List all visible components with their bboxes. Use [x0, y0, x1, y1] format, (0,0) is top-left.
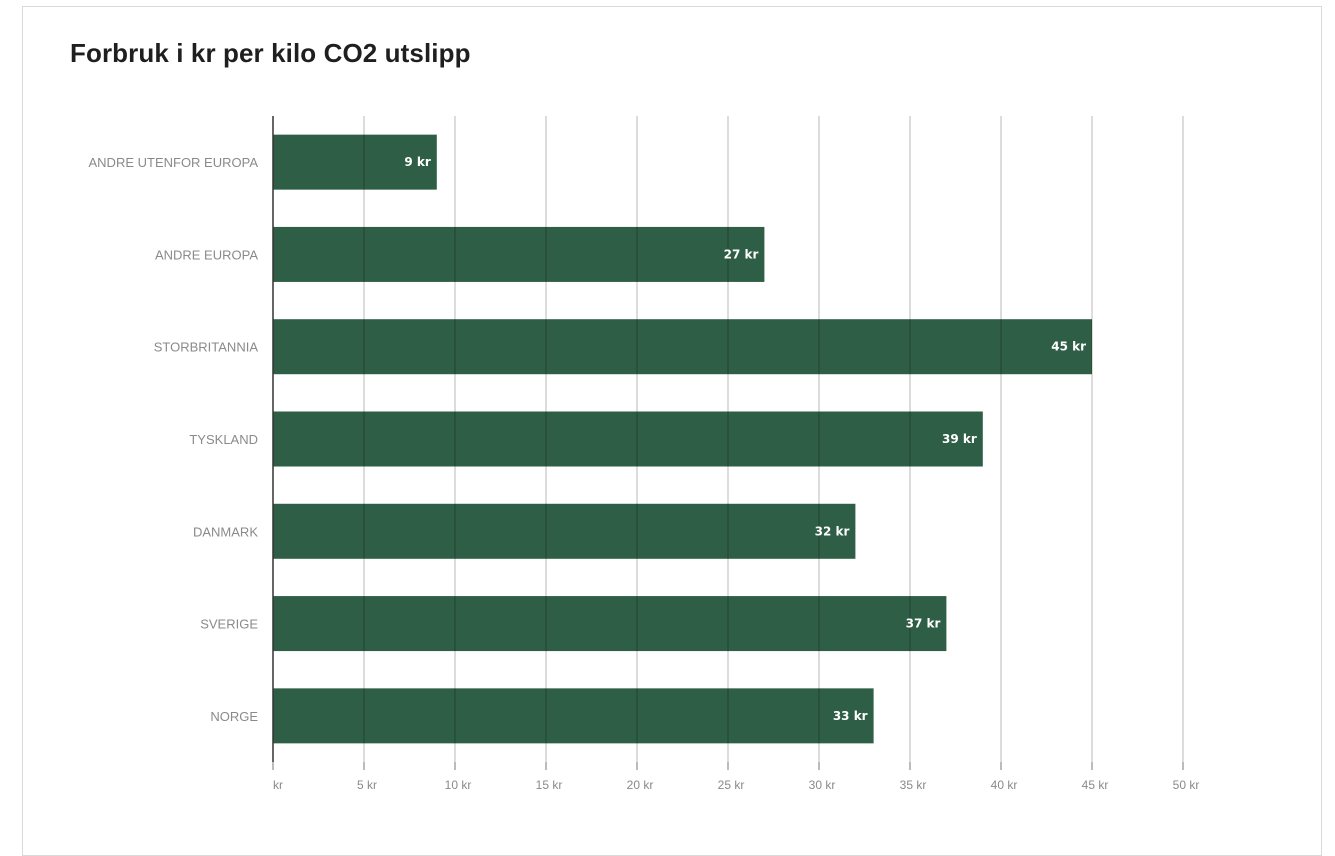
data-label-3: 39 kr [942, 432, 977, 446]
category-label-1: ANDRE EUROPA [155, 247, 258, 262]
x-tick-label-10: 50 kr [1173, 778, 1200, 792]
x-tick-label-3: 15 kr [536, 778, 563, 792]
data-label-1: 27 kr [724, 247, 759, 261]
x-tick-label-5: 25 kr [718, 778, 745, 792]
grid-lines [363, 116, 1184, 762]
data-label-0: 9 kr [404, 155, 431, 169]
bar-2 [273, 319, 1092, 375]
bar-6 [273, 688, 874, 744]
data-label-6: 33 kr [833, 709, 868, 723]
category-label-2: STORBRITANNIA [154, 340, 259, 355]
data-label-4: 32 kr [815, 524, 850, 538]
category-label-5: SVERIGE [200, 617, 258, 632]
bar-3 [273, 411, 983, 467]
category-label-6: NORGE [210, 709, 258, 724]
axes [272, 116, 1184, 770]
bars [273, 134, 1092, 744]
chart-title: Forbruk i kr per kilo CO2 utslipp [70, 38, 471, 68]
bar-1 [273, 226, 765, 282]
x-tick-label-7: 35 kr [900, 778, 927, 792]
x-tick-label-6: 30 kr [809, 778, 836, 792]
x-tick-label-9: 45 kr [1082, 778, 1109, 792]
x-tick-label-1: 5 kr [357, 778, 377, 792]
bar-4 [273, 503, 856, 559]
x-tick-label-4: 20 kr [627, 778, 654, 792]
labels: 9 kr ANDRE UTENFOR EUROPA 27 kr ANDRE EUROP… [89, 155, 1200, 792]
category-label-3: TYSKLAND [189, 432, 258, 447]
bar-5 [273, 596, 947, 652]
x-tick-label-2: 10 kr [445, 778, 472, 792]
category-label-4: DANMARK [193, 524, 258, 539]
x-tick-label-0: kr [273, 778, 283, 792]
x-tick-label-8: 40 kr [991, 778, 1018, 792]
bar-0 [273, 134, 437, 190]
data-label-2: 45 kr [1051, 340, 1086, 354]
category-label-0: ANDRE UTENFOR EUROPA [89, 155, 259, 170]
data-label-5: 37 kr [906, 617, 941, 631]
